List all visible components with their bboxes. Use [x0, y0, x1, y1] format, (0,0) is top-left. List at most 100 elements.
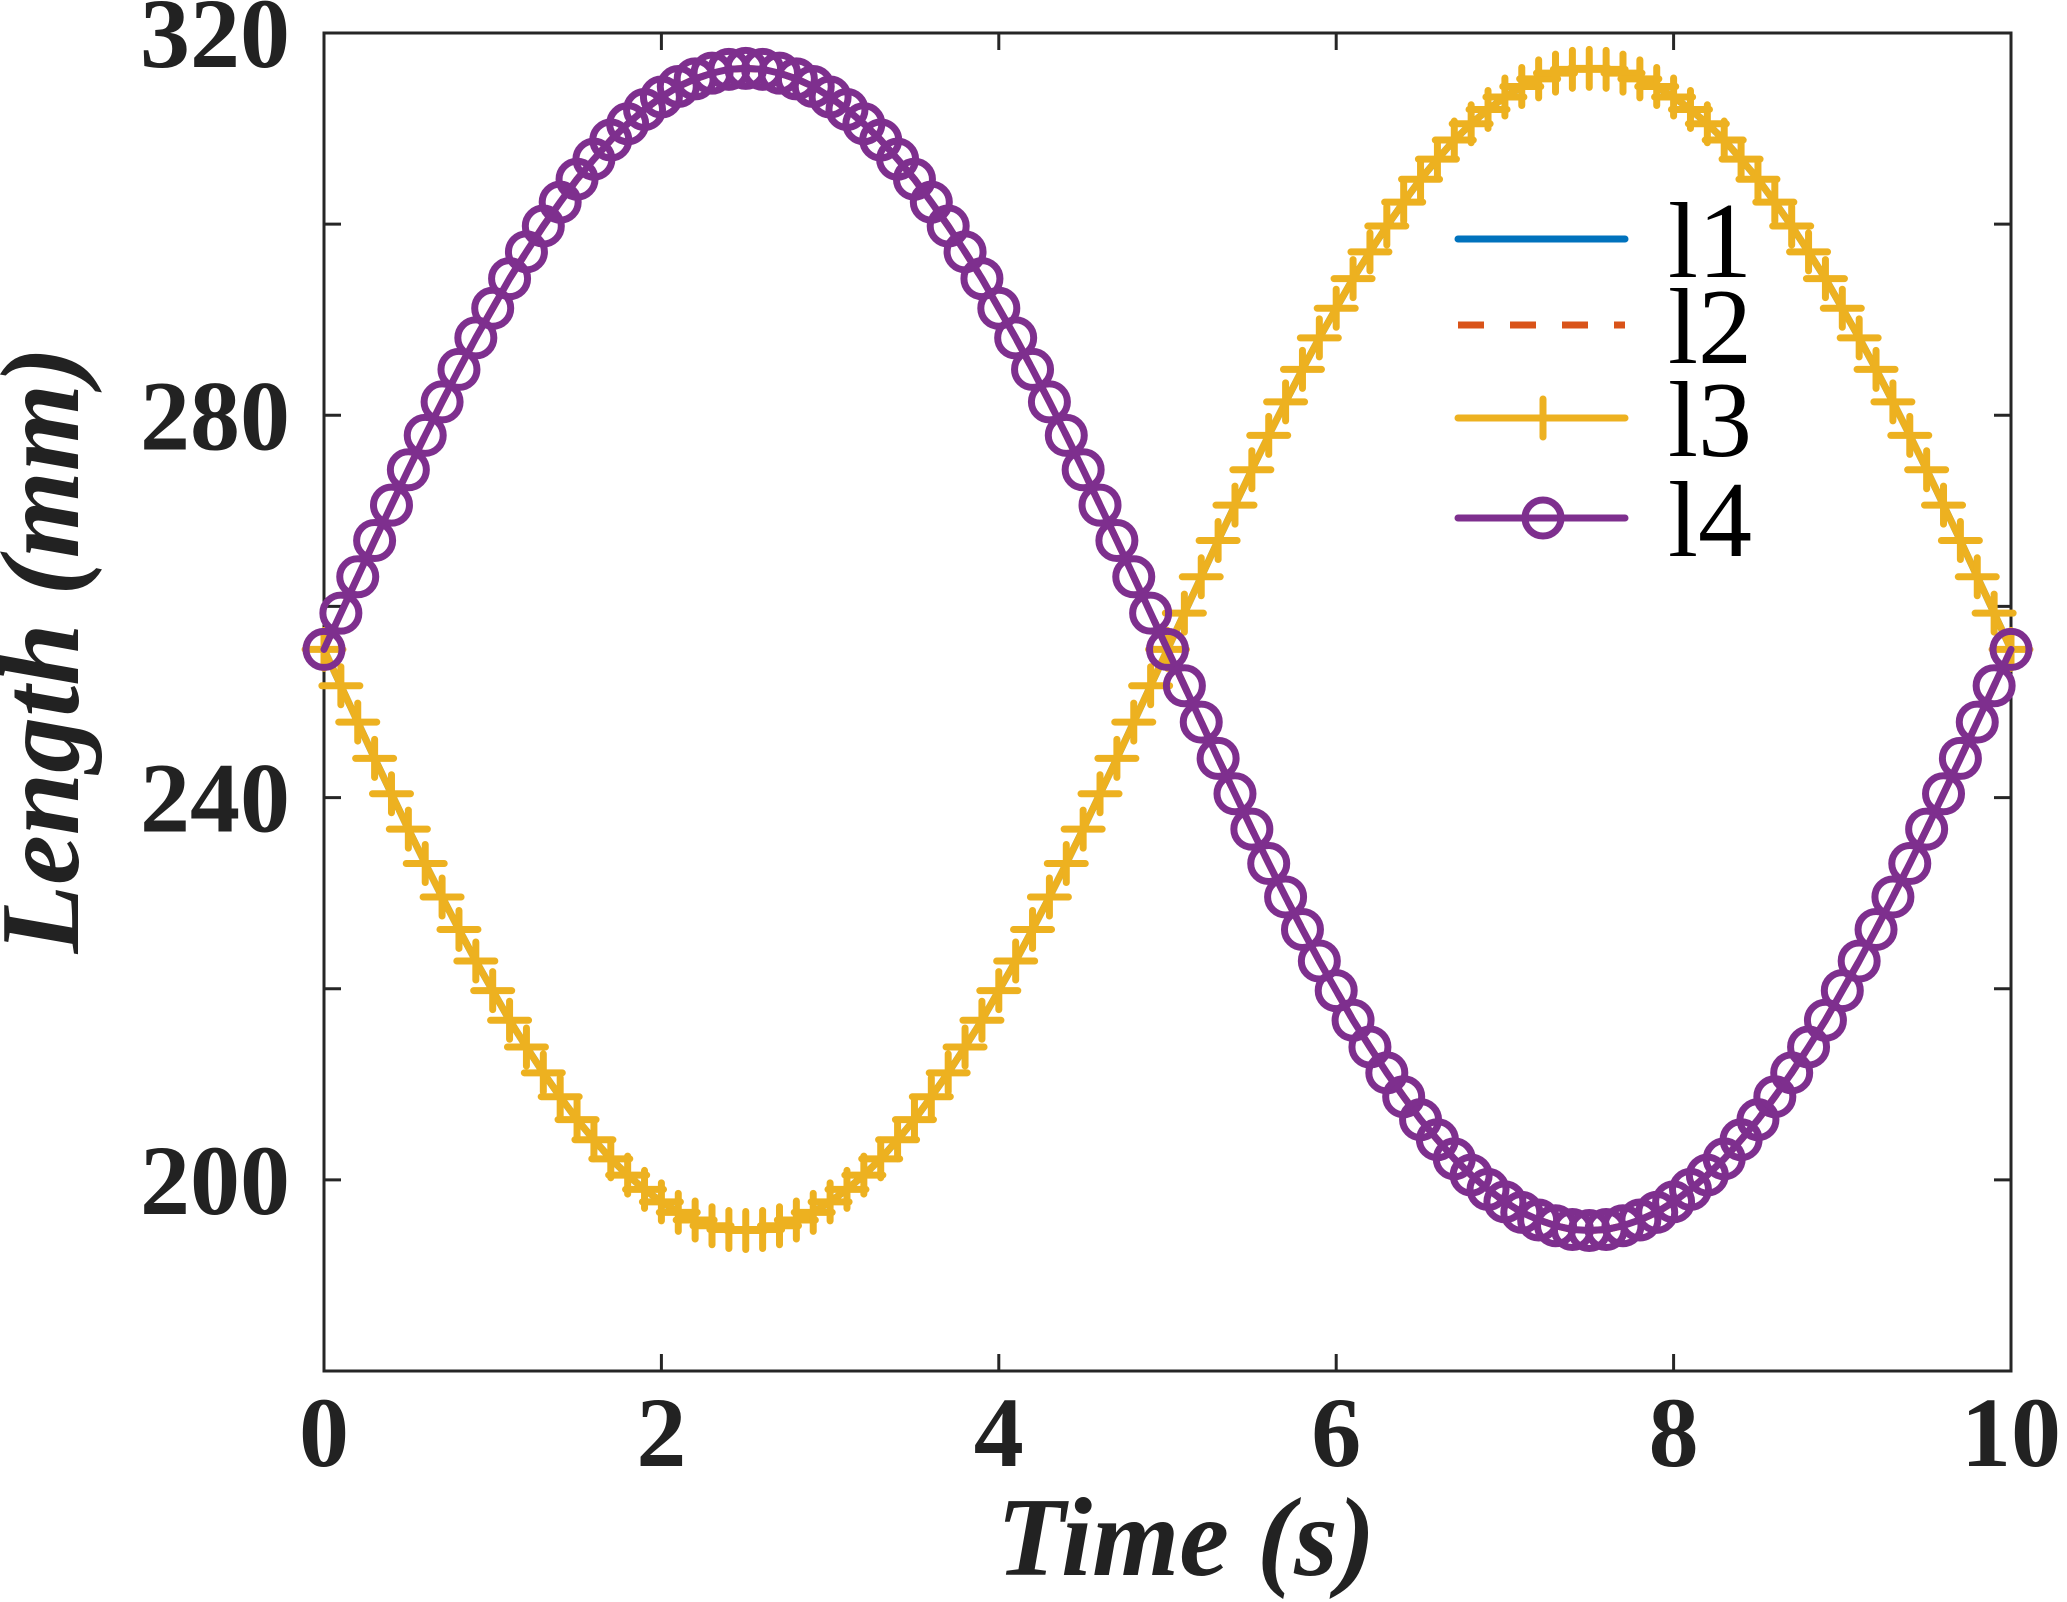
axes-frame — [322, 31, 2013, 1373]
data-point-l4 — [1027, 380, 1071, 424]
data-point-l3 — [1583, 46, 1629, 92]
tick-labels: 0 2 4 6 8 10 200 240 280 320 — [140, 0, 2061, 1488]
data-point-l4 — [1061, 448, 1105, 492]
data-point-l4 — [1905, 807, 1949, 851]
x-tick-label: 0 — [299, 1377, 349, 1488]
ticks — [322, 31, 2013, 1373]
legend-entry-l2: l2 — [1458, 268, 1752, 387]
data-point-l4 — [1162, 664, 1206, 708]
data-point-l4 — [1179, 700, 1223, 744]
data-point-l3 — [1263, 379, 1309, 425]
legend-entry-l3: l3 — [1454, 361, 1752, 480]
data-point-l3 — [1077, 771, 1123, 817]
data-point-l3 — [470, 968, 516, 1014]
data-point-l4 — [1247, 842, 1291, 886]
data-point-l4 — [420, 380, 464, 424]
data-point-l3 — [453, 938, 499, 984]
data-point-l3 — [537, 1074, 583, 1120]
data-point-l4 — [302, 627, 346, 671]
data-point-l3 — [520, 1050, 566, 1096]
data-point-l3 — [385, 806, 431, 852]
data-point-l3 — [1398, 156, 1444, 202]
data-point-l3 — [419, 874, 465, 920]
legend-label-l1: l1 — [1668, 182, 1752, 301]
x-tick-label: 2 — [636, 1377, 686, 1488]
data-point-l3 — [1786, 229, 1832, 275]
x-tick-label: 4 — [974, 1377, 1024, 1488]
data-point-l4 — [1129, 591, 1173, 635]
data-point-l3 — [1246, 412, 1292, 458]
x-tick-label: 10 — [1961, 1377, 2061, 1488]
data-point-l3 — [1752, 179, 1798, 225]
data-point-l3 — [908, 1074, 954, 1120]
data-point-l4 — [1230, 807, 1274, 851]
x-axis-label: Time (s) — [997, 1476, 1375, 1600]
data-point-l4 — [994, 316, 1038, 360]
data-point-l4 — [1938, 736, 1982, 780]
data-point-l4 — [1922, 772, 1966, 816]
data-point-l3 — [1195, 517, 1241, 563]
data-point-l4 — [1095, 518, 1139, 562]
data-point-l3 — [773, 1197, 819, 1243]
legend-marker-l4 — [1521, 496, 1565, 540]
data-point-l3 — [1296, 315, 1342, 361]
data-point-l3 — [925, 1050, 971, 1096]
data-point-l4 — [1044, 413, 1088, 457]
legend-label-l3: l3 — [1668, 361, 1752, 480]
data-point-l4 — [1888, 842, 1932, 886]
data-point-l3 — [1178, 554, 1224, 600]
data-point-l3 — [942, 1024, 988, 1070]
data-point-l3 — [891, 1097, 937, 1143]
data-point-l3 — [1971, 590, 2017, 636]
data-point-l3 — [1870, 379, 1916, 425]
data-point-l4 — [1213, 772, 1257, 816]
data-point-l3 — [841, 1152, 887, 1198]
data-point-l3 — [436, 906, 482, 952]
data-point-l3 — [1094, 735, 1140, 781]
data-point-l4 — [386, 448, 430, 492]
data-point-l3 — [740, 1207, 786, 1253]
data-point-l4 — [1146, 627, 1189, 671]
data-point-l3 — [875, 1117, 921, 1163]
y-tick-label: 240 — [140, 743, 290, 854]
data-point-l3 — [1516, 56, 1562, 102]
data-point-l3 — [571, 1117, 617, 1163]
data-point-l3 — [1701, 117, 1747, 163]
legend-entry-l4: l4 — [1454, 461, 1752, 580]
data-point-l3 — [1212, 482, 1258, 528]
data-point-l3 — [1043, 841, 1089, 887]
data-point-l4 — [1972, 664, 2016, 708]
data-point-l4 — [1112, 555, 1156, 599]
data-point-l3 — [554, 1097, 600, 1143]
data-point-l3 — [1060, 806, 1106, 852]
data-point-l4 — [1011, 347, 1055, 391]
data-point-l3 — [1937, 517, 1983, 563]
data-point-l4 — [369, 483, 413, 527]
data-point-l3 — [1026, 874, 1072, 920]
data-point-l3 — [1414, 136, 1460, 182]
data-point-l3 — [672, 1197, 718, 1243]
data-point-l4 — [437, 347, 481, 391]
data-point-l3 — [1617, 56, 1663, 102]
data-point-l3 — [1330, 256, 1376, 302]
data-point-l3 — [1718, 136, 1764, 182]
data-point-l3 — [1111, 699, 1157, 745]
data-point-l3 — [1887, 412, 1933, 458]
data-point-l3 — [1802, 256, 1848, 302]
data-point-l4 — [403, 413, 447, 457]
data-point-l4 — [1280, 907, 1324, 951]
data-point-l3 — [1684, 101, 1730, 147]
data-point-l3 — [588, 1136, 634, 1182]
data-point-l3 — [1819, 285, 1865, 331]
data-point-l3 — [1279, 346, 1325, 392]
data-point-l3 — [402, 841, 448, 887]
data-point-l3 — [1853, 346, 1899, 392]
data-point-l3 — [335, 699, 381, 745]
data-point-l3 — [1904, 447, 1950, 493]
data-point-l3 — [1600, 50, 1646, 96]
legend-label-l4: l4 — [1668, 461, 1752, 580]
data-point-l3 — [1229, 447, 1275, 493]
data-point-l3 — [1431, 117, 1477, 163]
data-point-l3 — [318, 663, 364, 709]
legend-entry-l1: l1 — [1454, 182, 1752, 301]
